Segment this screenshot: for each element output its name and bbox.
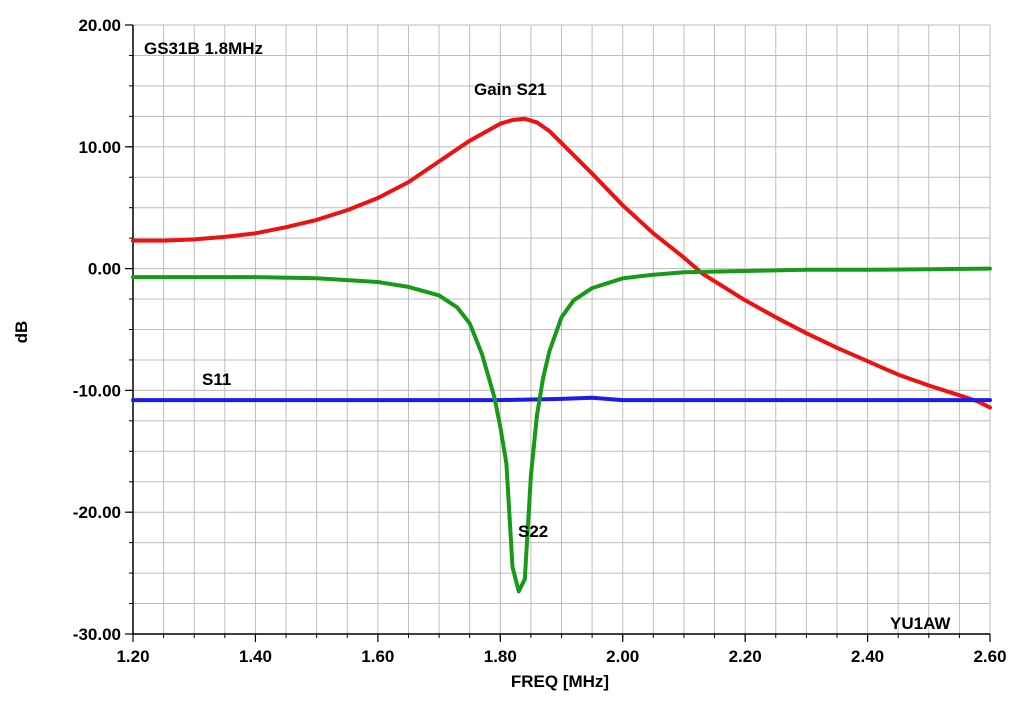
x-tick-label: 1.20 [116, 647, 149, 666]
gain-s21-series-line [131, 116, 992, 410]
s22-label: S22 [518, 522, 548, 541]
x-tick-label: 1.80 [484, 647, 517, 666]
x-tick-label: 1.40 [239, 647, 272, 666]
y-axis-title: dB [12, 321, 31, 344]
plot-area-frame [132, 25, 990, 635]
y-tick-label: -30.00 [73, 625, 121, 644]
tick-labels: 1.20 1.40 1.60 1.80 2.00 2.20 2.40 2.60 20.00 10.… [73, 16, 1007, 666]
y-tick-label: -20.00 [73, 503, 121, 522]
s22-series-line [131, 266, 992, 594]
x-tick-label: 1.60 [361, 647, 394, 666]
x-axis-title: FREQ [MHz] [511, 672, 609, 691]
y-tick-label: 0.00 [88, 260, 121, 279]
x-tick-label: 2.20 [729, 647, 762, 666]
series-layer [131, 116, 992, 594]
s11-label: S11 [202, 370, 231, 389]
grid-lines [132, 24, 991, 635]
author-label: YU1AW [890, 614, 951, 633]
s11-series-line [131, 395, 992, 403]
y-tick-label: -10.00 [73, 381, 121, 400]
x-tick-label: 2.60 [973, 647, 1006, 666]
chart-title: GS31B 1.8MHz [144, 39, 263, 58]
gain-s21-label: Gain S21 [474, 80, 547, 99]
y-tick-label: 20.00 [78, 16, 121, 35]
x-tick-label: 2.40 [851, 647, 884, 666]
x-tick-label: 2.00 [606, 647, 639, 666]
y-tick-label: 10.00 [78, 138, 121, 157]
